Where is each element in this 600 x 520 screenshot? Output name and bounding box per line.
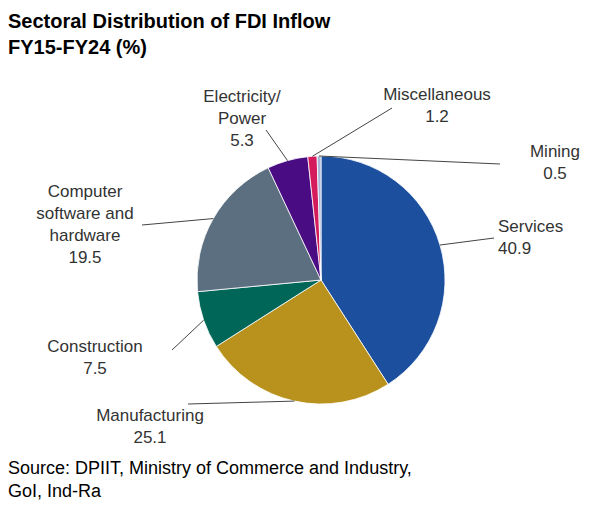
slice: [308, 156, 321, 280]
value-label: 7.5: [83, 359, 107, 378]
slice-label-line: Mining: [530, 142, 580, 161]
leader-line: [440, 238, 494, 245]
slice-label: Mining: [530, 142, 580, 161]
leader-line: [188, 401, 294, 404]
slice-label: Computer software and hardware: [36, 182, 133, 245]
leader-line: [142, 219, 213, 225]
title: Sectoral Distribution of FDI Inflow FY15-…: [8, 10, 331, 58]
slice-label: Miscellaneous: [383, 85, 491, 104]
leader-line: [266, 130, 288, 161]
slice-label-line: Computer: [48, 182, 123, 201]
slice-label-line: software and: [36, 204, 133, 223]
slice-label-line: Electricity/: [203, 87, 281, 106]
title-line: Sectoral Distribution of FDI Inflow: [8, 10, 331, 32]
source-line: GoI, Ind-Ra: [8, 481, 102, 501]
chart: Sectoral Distribution of FDI Inflow FY15-…: [0, 0, 600, 520]
slice-label: Manufacturing: [96, 406, 204, 425]
slice-label-line: Miscellaneous: [383, 85, 491, 104]
value-label: 19.5: [68, 248, 101, 267]
leader-line: [312, 108, 392, 156]
slice-label-line: Construction: [47, 337, 142, 356]
source: Source: DPIIT, Ministry of Commerce and …: [8, 458, 412, 501]
slice-label: Electricity/Power: [203, 87, 281, 128]
slice-label-line: hardware: [50, 226, 121, 245]
source-line: Source: DPIIT, Ministry of Commerce and …: [8, 458, 412, 478]
title-line: FY15-FY24 (%): [8, 36, 147, 58]
slice-label-line: Manufacturing: [96, 406, 204, 425]
leader-line: [319, 156, 500, 164]
value-label: 25.1: [133, 428, 166, 447]
slice-label: Services: [498, 217, 563, 236]
slice: [268, 157, 321, 280]
slice-label-line: Power: [218, 109, 267, 128]
slice: [317, 156, 321, 280]
value-label: 5.3: [230, 131, 254, 150]
labels: Services 40.9 Manufacturing 25.1 Constructio…: [36, 85, 580, 447]
value-label: 1.2: [425, 107, 449, 126]
value-label: 0.5: [543, 164, 567, 183]
pie: [197, 156, 445, 404]
value-label: 40.9: [498, 239, 531, 258]
leader-line: [172, 320, 204, 350]
slice-label: Construction: [47, 337, 142, 356]
slice-label-line: Services: [498, 217, 563, 236]
